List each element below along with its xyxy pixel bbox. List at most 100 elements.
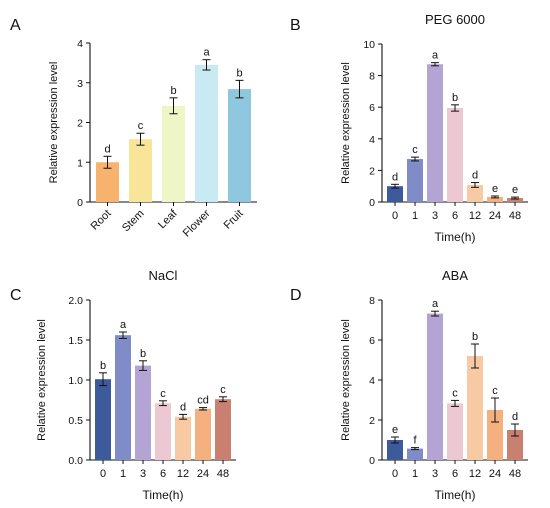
significance-letter: b bbox=[472, 331, 478, 343]
significance-letter: d bbox=[180, 401, 186, 413]
bar bbox=[155, 403, 171, 460]
y-tick-label: 0 bbox=[369, 197, 375, 209]
bar bbox=[195, 64, 218, 202]
bar bbox=[407, 159, 423, 202]
x-tick-label: 12 bbox=[469, 210, 481, 222]
significance-letter: e bbox=[512, 184, 518, 196]
significance-letter: d bbox=[512, 411, 518, 423]
x-tick-label: 0 bbox=[392, 468, 398, 480]
x-tick-label: 24 bbox=[197, 468, 209, 480]
bar bbox=[447, 403, 463, 460]
bar bbox=[162, 105, 185, 202]
x-tick-label: 3 bbox=[432, 210, 438, 222]
bar bbox=[135, 365, 151, 460]
y-tick-label: 0 bbox=[77, 197, 83, 209]
y-tick-label: 8 bbox=[369, 71, 375, 83]
significance-letter: a bbox=[432, 50, 439, 62]
significance-letter: c bbox=[160, 388, 166, 400]
chart-title: PEG 6000 bbox=[425, 12, 485, 27]
x-tick-label: 3 bbox=[432, 468, 438, 480]
panel-label: C bbox=[10, 287, 22, 304]
bar bbox=[96, 162, 119, 202]
x-tick-label: 24 bbox=[489, 468, 501, 480]
panel-c: C NaCl 0.0 0.5 1.0 1.5 2.0 Relative expression … bbox=[10, 268, 236, 502]
y-axis-label: Relative expression level bbox=[340, 62, 352, 184]
significance-letter: d bbox=[104, 143, 110, 155]
significance-letter: c bbox=[138, 120, 144, 132]
significance-letter: b bbox=[452, 92, 458, 104]
y-tick-label: 1.0 bbox=[68, 375, 83, 387]
panel-label: A bbox=[10, 17, 21, 34]
bar bbox=[175, 416, 191, 460]
bar bbox=[427, 313, 443, 460]
significance-letter: e bbox=[392, 424, 398, 436]
bar bbox=[427, 64, 443, 202]
bar bbox=[228, 89, 251, 202]
x-axis-label: Time(h) bbox=[143, 488, 184, 502]
x-tick-label: 24 bbox=[489, 210, 501, 222]
bar bbox=[215, 399, 231, 460]
y-tick-label: 1.5 bbox=[68, 335, 83, 347]
x-axis-label: Time(h) bbox=[435, 230, 476, 244]
bar bbox=[129, 139, 152, 202]
significance-letter: c bbox=[452, 387, 458, 399]
y-tick-label: 2 bbox=[77, 118, 83, 130]
y-tick-label: 0 bbox=[369, 455, 375, 467]
chart-title: ABA bbox=[442, 268, 468, 283]
bar bbox=[447, 107, 463, 202]
y-tick-label: 3 bbox=[77, 78, 83, 90]
y-tick-label: 4 bbox=[369, 134, 375, 146]
x-tick-label: 1 bbox=[412, 210, 418, 222]
y-tick-label: 0.0 bbox=[68, 455, 83, 467]
x-tick-label: 0 bbox=[392, 210, 398, 222]
y-tick-label: 2.0 bbox=[68, 295, 83, 307]
bar bbox=[407, 448, 423, 460]
panel-a: A 0 1 2 3 4 Relative expression level d Root c Ste… bbox=[10, 17, 257, 239]
chart-title: NaCl bbox=[149, 268, 178, 283]
x-tick-label: 1 bbox=[412, 468, 418, 480]
significance-letter: b bbox=[100, 360, 106, 372]
bar bbox=[95, 379, 111, 460]
x-tick-label: Fruit bbox=[222, 208, 246, 232]
significance-letter: c bbox=[220, 384, 226, 396]
significance-letter: a bbox=[203, 47, 210, 59]
bar bbox=[507, 430, 523, 460]
y-axis-label: Relative expression level bbox=[48, 62, 60, 184]
y-tick-label: 2 bbox=[369, 165, 375, 177]
significance-letter: c bbox=[492, 385, 498, 397]
bar bbox=[115, 335, 131, 460]
significance-letter: c bbox=[412, 144, 418, 156]
bar bbox=[487, 196, 503, 202]
x-tick-label: 3 bbox=[140, 468, 146, 480]
y-tick-label: 6 bbox=[369, 335, 375, 347]
bar bbox=[467, 356, 483, 460]
x-tick-label: Flower bbox=[181, 207, 213, 239]
y-tick-label: 6 bbox=[369, 102, 375, 114]
significance-letter: a bbox=[432, 298, 439, 310]
x-tick-label: 12 bbox=[177, 468, 189, 480]
x-tick-label: Root bbox=[89, 208, 114, 233]
x-tick-label: 48 bbox=[509, 210, 521, 222]
y-axis-label: Relative expression level bbox=[340, 319, 352, 441]
significance-letter: b bbox=[236, 67, 242, 79]
significance-letter: f bbox=[413, 435, 417, 447]
bar bbox=[507, 198, 523, 202]
significance-letter: d bbox=[472, 170, 478, 182]
bar bbox=[387, 440, 403, 460]
x-tick-label: 6 bbox=[452, 468, 458, 480]
panel-label: B bbox=[290, 17, 301, 34]
x-axis-label: Time(h) bbox=[435, 488, 476, 502]
x-tick-label: 48 bbox=[509, 468, 521, 480]
y-tick-label: 8 bbox=[369, 295, 375, 307]
x-tick-label: 1 bbox=[120, 468, 126, 480]
y-tick-label: 4 bbox=[369, 375, 375, 387]
x-tick-label: 6 bbox=[452, 210, 458, 222]
y-tick-label: 4 bbox=[77, 38, 83, 50]
y-tick-label: 10 bbox=[363, 39, 375, 51]
y-tick-label: 1 bbox=[77, 157, 83, 169]
significance-letter: b bbox=[170, 85, 176, 97]
significance-letter: cd bbox=[197, 395, 209, 407]
significance-letter: a bbox=[120, 319, 127, 331]
bar bbox=[467, 184, 483, 202]
